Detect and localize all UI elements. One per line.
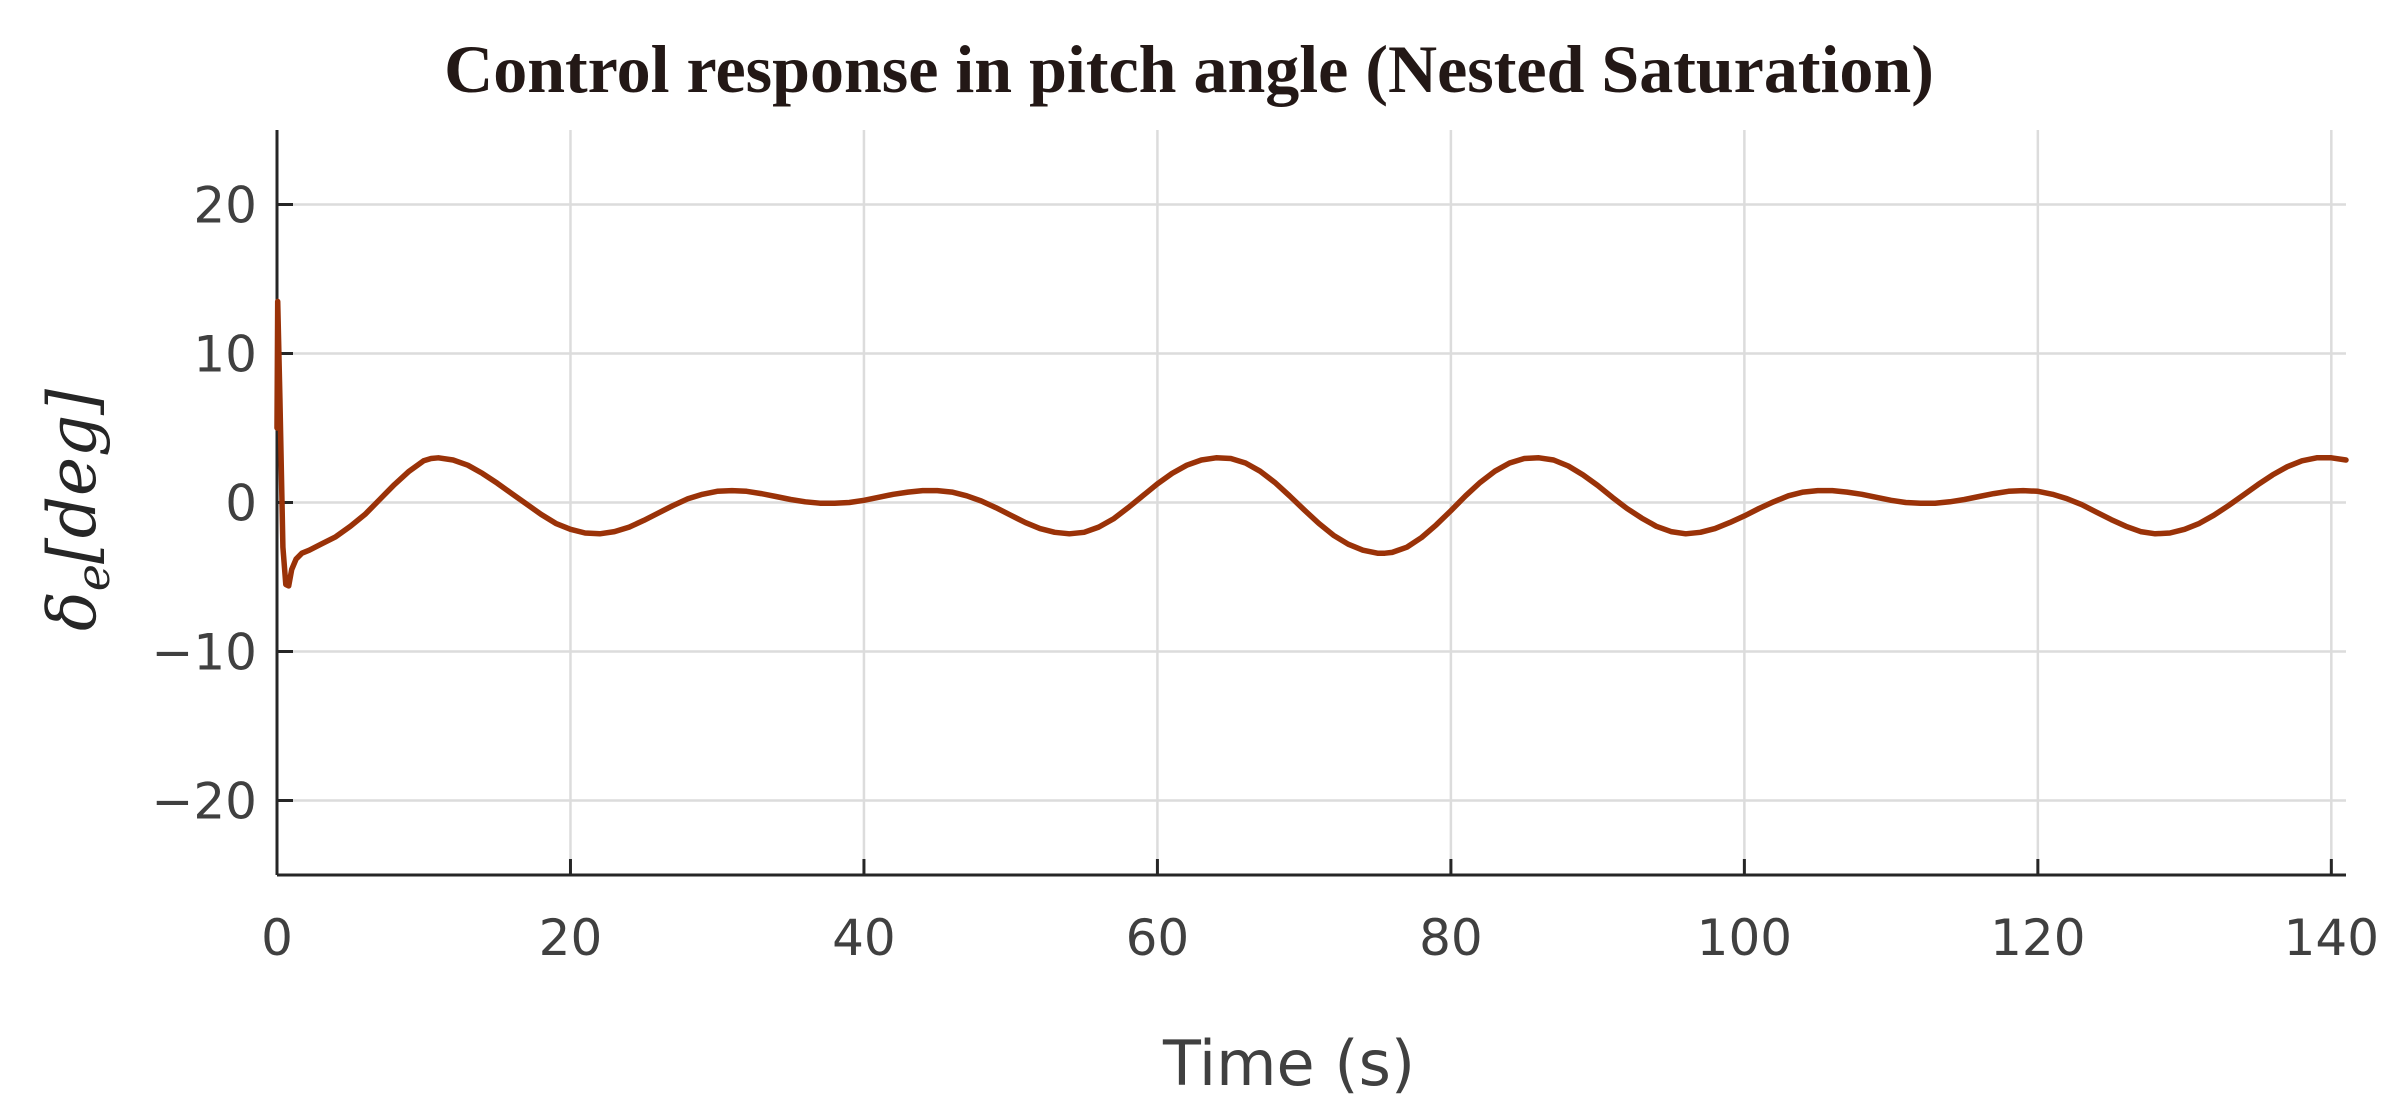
- series-layer: [274, 298, 2349, 589]
- axes: [275, 130, 2346, 877]
- series-line: [274, 298, 2349, 589]
- svg-text:δe[deg]: δe[deg]: [34, 389, 120, 631]
- x-tick-label: 20: [539, 909, 603, 967]
- x-tick-label: 120: [1990, 909, 2085, 967]
- y-tick-label: −10: [151, 624, 257, 682]
- y-axis-label-subscript: e: [66, 564, 120, 591]
- y-axis-label: δe[deg]: [34, 389, 120, 631]
- y-tick-label: −20: [151, 773, 257, 831]
- chart-title: Control response in pitch angle (Nested …: [444, 31, 1934, 107]
- x-tick-label: 100: [1697, 909, 1792, 967]
- y-tick-label: 10: [193, 326, 257, 384]
- y-tick-label: 0: [225, 475, 257, 533]
- y-tick-labels: 20 10 0 −10 −20: [151, 177, 257, 831]
- x-axis-label: Time (s): [1162, 1027, 1415, 1100]
- y-axis-label-symbol: δ: [34, 591, 111, 631]
- y-axis-label-unit: [deg]: [34, 389, 111, 564]
- y-tick-label: 20: [193, 177, 257, 235]
- grid-lines: [277, 130, 2346, 875]
- x-tick-label: 0: [261, 909, 293, 967]
- x-tick-label: 140: [2284, 909, 2379, 967]
- x-tick-label: 80: [1419, 909, 1483, 967]
- x-tick-labels: 0 20 40 60 80 100 120 140: [261, 909, 2379, 967]
- x-tick-label: 60: [1126, 909, 1190, 967]
- x-tick-label: 40: [832, 909, 896, 967]
